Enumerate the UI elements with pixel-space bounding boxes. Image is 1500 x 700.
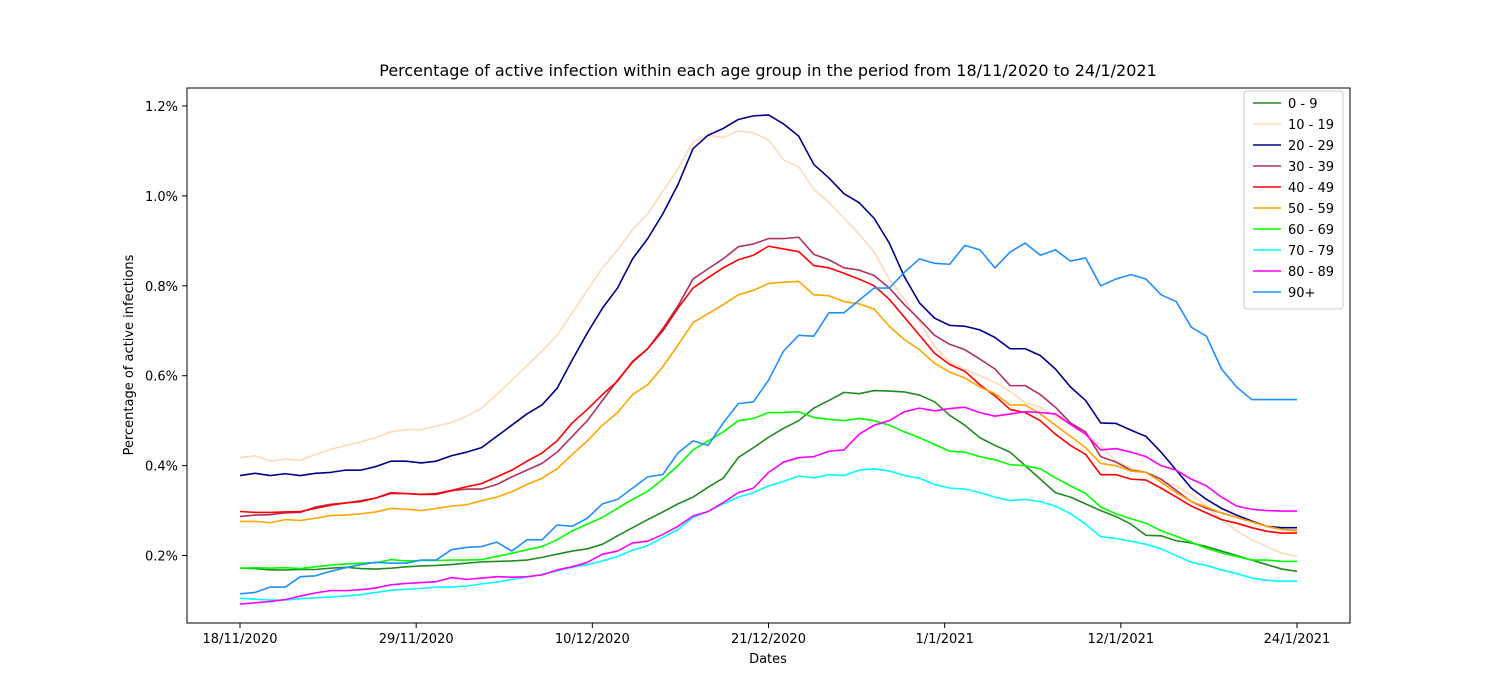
x-tick-label: 21/12/2020 <box>731 632 806 647</box>
legend-label: 60 - 69 <box>1288 223 1334 238</box>
legend-label: 80 - 89 <box>1288 265 1334 280</box>
series-line-2 <box>239 114 1297 529</box>
legend-label: 40 - 49 <box>1288 181 1334 196</box>
y-tick-label: 0.2% <box>145 550 178 565</box>
chart-title: Percentage of active infection within ea… <box>379 61 1157 80</box>
y-tick-label: 0.4% <box>145 460 178 475</box>
x-tick-label: 12/1/2021 <box>1087 632 1154 647</box>
legend-label: 70 - 79 <box>1288 244 1334 259</box>
x-tick-label: 24/1/2021 <box>1264 632 1331 647</box>
legend-label: 20 - 29 <box>1288 139 1334 154</box>
series-line-7 <box>239 467 1297 601</box>
x-tick-label: 1/1/2021 <box>915 632 973 647</box>
plot-area <box>186 87 1351 624</box>
plot-frame <box>186 87 1351 624</box>
y-tick-label: 1.2% <box>145 100 178 115</box>
legend-label: 30 - 39 <box>1288 160 1334 175</box>
series-line-4 <box>239 245 1297 534</box>
x-tick-label: 29/11/2020 <box>379 632 454 647</box>
x-tick-label: 10/12/2020 <box>555 632 630 647</box>
x-axis-label: Dates <box>749 652 787 667</box>
legend-label: 10 - 19 <box>1288 118 1334 133</box>
y-tick-label: 0.6% <box>145 370 178 385</box>
legend-label: 90+ <box>1288 286 1315 301</box>
series-line-8 <box>239 406 1297 605</box>
x-tick-label: 18/11/2020 <box>203 632 278 647</box>
series-line-0 <box>239 389 1298 573</box>
series-line-9 <box>239 242 1297 595</box>
x-axis: 18/11/2020 29/11/2020 10/12/2020 21/12/2020… <box>203 623 1331 647</box>
series-lines <box>239 114 1298 605</box>
series-line-5 <box>240 280 1298 532</box>
legend: 0 - 9 10 - 19 20 - 29 30 - 39 40 - 49 50 - 59… <box>1243 90 1344 310</box>
y-tick-label: 0.8% <box>145 280 178 295</box>
legend-label: 50 - 59 <box>1288 202 1334 217</box>
y-tick-label: 1.0% <box>145 190 178 205</box>
y-axis: 0.2% 0.4% 0.6% 0.8% 1.0% 1.2% <box>145 100 187 565</box>
legend-label: 0 - 9 <box>1288 97 1318 112</box>
series-line-1 <box>239 129 1298 558</box>
y-axis-label: Percentage of active infections <box>122 254 137 455</box>
